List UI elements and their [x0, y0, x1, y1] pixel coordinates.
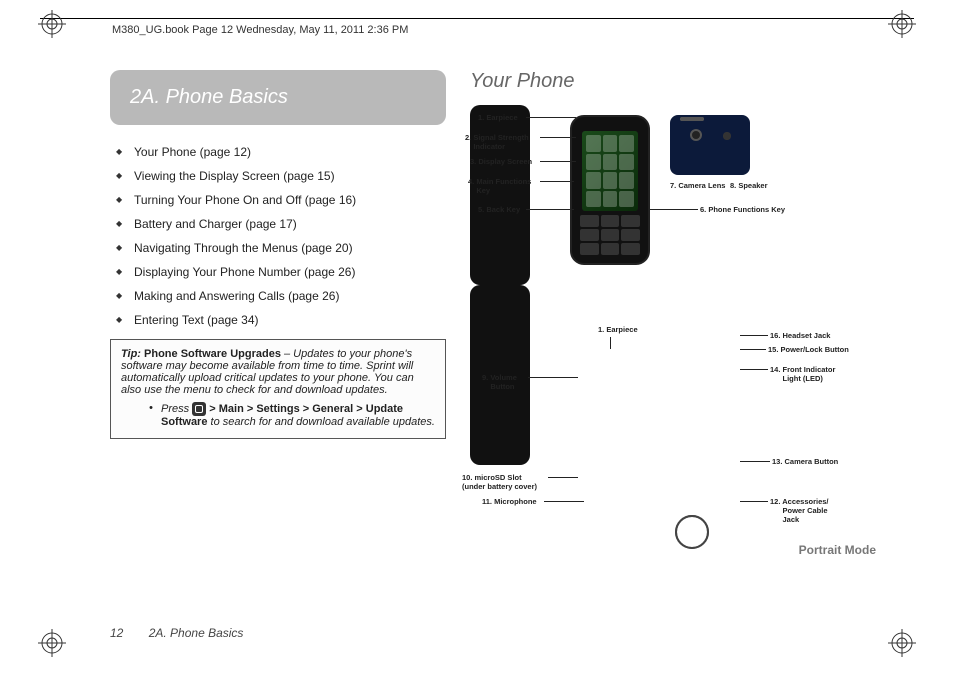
toc-item: Making and Answering Calls (page 26)	[116, 289, 446, 303]
crop-mark-icon	[38, 10, 66, 38]
toc-list: Your Phone (page 12) Viewing the Display…	[116, 145, 446, 327]
callout-line	[526, 209, 574, 210]
callout-line	[740, 501, 768, 502]
callout-camera-btn: 13. Camera Button	[772, 457, 838, 466]
crop-mark-icon	[888, 629, 916, 657]
callout-headset: 16. Headset Jack	[770, 331, 830, 340]
toc-item: Displaying Your Phone Number (page 26)	[116, 265, 446, 279]
callout-main-fn: 4. Main Functions Key	[468, 177, 531, 195]
section-heading: 2A. Phone Basics	[110, 70, 446, 125]
toc-item: Navigating Through the Menus (page 20)	[116, 241, 446, 255]
tip-label: Tip:	[121, 348, 141, 360]
callout-camera-lens: 7. Camera Lens	[670, 181, 725, 190]
tip-bold-lead: Phone Software Upgrades	[144, 348, 281, 360]
crop-mark-icon	[888, 10, 916, 38]
toc-item: Your Phone (page 12)	[116, 145, 446, 159]
callout-line	[540, 181, 574, 182]
callout-led: 14. Front Indicator Light (LED)	[770, 365, 835, 383]
page-footer: 12 2A. Phone Basics	[110, 626, 243, 640]
phone-front-illustration	[570, 115, 650, 265]
phone-side-left-illustration	[470, 105, 530, 285]
callout-line	[610, 337, 611, 349]
toc-item: Turning Your Phone On and Off (page 16)	[116, 193, 446, 207]
callout-line	[526, 117, 576, 118]
toc-item: Viewing the Display Screen (page 15)	[116, 169, 446, 183]
callout-earpiece-b: 1. Earpiece	[598, 325, 638, 334]
left-column: 2A. Phone Basics Your Phone (page 12) Vi…	[110, 70, 470, 622]
toc-item: Battery and Charger (page 17)	[116, 217, 446, 231]
callout-accessories: 12. Accessories/ Power Cable Jack	[770, 497, 829, 524]
page-number: 12	[110, 626, 123, 640]
toc-item: Entering Text (page 34)	[116, 313, 446, 327]
callout-line	[650, 209, 698, 210]
callout-mic: 11. Microphone	[482, 497, 537, 506]
callout-line	[740, 369, 768, 370]
tip-box: Tip: Phone Software Upgrades – Updates t…	[110, 339, 446, 439]
home-key-icon	[192, 402, 206, 416]
callout-line	[740, 461, 770, 462]
callout-volume: 9. Volume Button	[482, 373, 517, 391]
callout-speaker: 8. Speaker	[730, 181, 768, 190]
callout-line	[540, 137, 576, 138]
tip-sub-suffix: to search for and download available upd…	[207, 416, 435, 428]
callout-line	[540, 161, 576, 162]
callout-line	[740, 335, 768, 336]
callout-line	[740, 349, 766, 350]
header-rule	[40, 18, 914, 19]
callout-line	[528, 377, 578, 378]
callout-line	[544, 501, 584, 502]
crop-mark-icon	[38, 629, 66, 657]
footer-section: 2A. Phone Basics	[149, 626, 244, 640]
callout-microsd: 10. microSD Slot (under battery cover)	[462, 473, 537, 491]
callout-power: 15. Power/Lock Button	[768, 345, 849, 354]
callout-line	[548, 477, 578, 478]
page-body: 2A. Phone Basics Your Phone (page 12) Vi…	[110, 70, 914, 622]
callout-signal: 2. Signal Strength Indicator	[465, 133, 529, 151]
portrait-mode-label: Portrait Mode	[799, 543, 876, 557]
callout-earpiece: 1. Earpiece	[478, 113, 518, 122]
right-title: Your Phone	[470, 70, 914, 93]
phone-back-illustration	[670, 115, 750, 175]
diagram: 1. Earpiece 2. Signal Strength Indicator…	[470, 105, 914, 565]
tip-sub-prefix: Press	[161, 403, 192, 415]
callout-back-key: 5. Back Key	[478, 205, 520, 214]
right-column: Your Phone 1. Earpiece 2. Signal Strengt…	[470, 70, 914, 622]
header-text: M380_UG.book Page 12 Wednesday, May 11, …	[112, 24, 408, 36]
tip-text: Tip: Phone Software Upgrades – Updates t…	[121, 348, 435, 396]
callout-display: 3. Display Screen	[470, 157, 532, 166]
callout-phone-fn: 6. Phone Functions Key	[700, 205, 785, 214]
tip-sub: Press > Main > Settings > General > Upda…	[151, 402, 435, 428]
